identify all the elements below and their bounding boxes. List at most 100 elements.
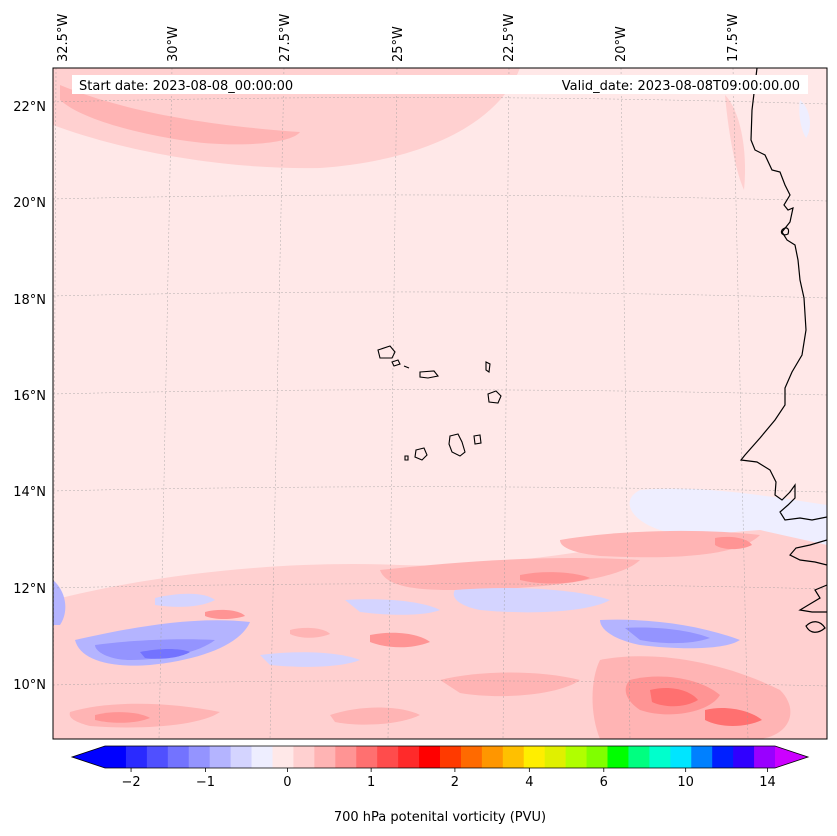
pv-neg-min-west: [140, 649, 190, 659]
island-brava: [404, 455, 409, 461]
colorbar-cell: [691, 746, 713, 768]
colorbar-cell: [440, 746, 462, 768]
colorbar-cell: [105, 746, 127, 768]
lat-label-16n: 16°N: [13, 389, 46, 404]
colorbar-cell: [251, 746, 273, 768]
colorbar-cell: [230, 746, 253, 768]
colorbar-cell: [607, 746, 629, 768]
colorbar-over-arrow: [775, 746, 808, 768]
colorbar-cell: [481, 746, 504, 768]
coastline-guinea-bissau: [798, 584, 827, 613]
coastline-west-africa: [739, 68, 827, 521]
latitude-labels: 22°N 20°N 18°N 16°N 14°N 12°N 10°N: [13, 100, 46, 693]
pv-pos-core-1: [205, 609, 245, 619]
colorbar-tick-label: 1: [367, 775, 375, 790]
header-box: [72, 75, 808, 94]
colorbar-outline: [70, 745, 810, 769]
pv-max-east: [715, 536, 752, 550]
colorbar-cell: [460, 746, 483, 768]
colorbar-cell: [356, 746, 378, 768]
colorbar-cell: [628, 746, 650, 768]
colorbar-cell: [377, 746, 399, 768]
pv-pos-core-5: [440, 672, 580, 697]
map-panel: Start date: 2023-08-08_00:00:00 Valid_da…: [53, 68, 827, 739]
colorbar-cell: [125, 746, 148, 768]
colorbar-cell: [209, 746, 232, 768]
pv-neg-lobe-east-inner: [625, 627, 710, 644]
colorbar-tick-label: 14: [759, 775, 776, 790]
colorbar-cell: [188, 746, 211, 768]
colorbar-tick-label: −1: [196, 775, 215, 790]
start-date-label: Start date: 2023-08-08_00:00:00: [79, 79, 293, 94]
colorbar-cell: [167, 746, 190, 768]
colorbar-cell: [733, 746, 755, 768]
colorbar-cell: [712, 746, 734, 768]
pv-coastal-negative: [799, 100, 810, 138]
pv-pos-core-s: [330, 707, 420, 725]
colorbar-cells: [105, 746, 776, 768]
colorbar-tick-label: 0: [283, 775, 291, 790]
pv-neg-small-2: [345, 599, 440, 615]
island-santo-antao: [377, 345, 396, 359]
island-boa-vista: [487, 390, 502, 404]
lat-label-22n: 22°N: [13, 100, 46, 115]
colorbar-cell: [523, 746, 546, 768]
colorbar-cell: [754, 746, 776, 768]
island-sao-vicente: [391, 359, 401, 367]
island-santa-luzia: [403, 365, 410, 369]
colorbar-ticks: −2 −1 0 1 2 4 6 10 14: [121, 768, 776, 790]
pv-pos-core-4: [520, 572, 590, 584]
lat-label-20n: 20°N: [13, 196, 46, 211]
pv-pos-max-se: [650, 688, 698, 707]
coastline-gambia: [789, 539, 827, 566]
pv-max-north: [60, 85, 300, 145]
coastline-islet: [780, 227, 790, 236]
lat-label-10n: 10°N: [13, 678, 46, 693]
colorbar-cell: [419, 746, 441, 768]
colorbar-cell: [398, 746, 420, 768]
lon-label-25w: 25°W: [391, 26, 406, 62]
coastline: [739, 68, 827, 633]
coastline-bijagos: [805, 621, 826, 633]
colorbar-cell: [335, 746, 357, 768]
colorbar: −2 −1 0 1 2 4 6 10 14 700 hPa potenital vorticit…: [70, 745, 810, 825]
colorbar-cell: [586, 746, 608, 768]
lon-label-27-5w: 27.5°W: [278, 14, 293, 62]
pv-neg-lobe-central: [453, 588, 610, 613]
colorbar-tick-label: 10: [677, 775, 694, 790]
pv-coastal-patch: [725, 95, 746, 190]
pv-neg-lobe-west-inner: [95, 639, 215, 660]
lon-label-30w: 30°W: [166, 26, 181, 62]
island-maio: [473, 434, 482, 445]
island-sao-nicolau: [419, 370, 439, 379]
island-santiago: [448, 433, 466, 457]
colorbar-tick-label: 4: [525, 775, 533, 790]
pv-neg-small-3: [260, 652, 360, 667]
colorbar-cell: [565, 746, 588, 768]
colorbar-tick-label: 6: [600, 775, 608, 790]
pv-pos-core-3: [290, 627, 330, 638]
colorbar-cell: [670, 746, 692, 768]
lon-label-17-5w: 17.5°W: [726, 14, 741, 62]
lon-label-20w: 20°W: [614, 26, 629, 62]
colorbar-cell: [314, 746, 336, 768]
lon-label-22-5w: 22.5°W: [502, 14, 517, 62]
valid-date-label: Valid_date: 2023-08-08T09:00:00.00: [562, 79, 800, 94]
lat-label-18n: 18°N: [13, 293, 46, 308]
pv-pos-max-sw: [95, 712, 150, 723]
colorbar-cell: [544, 746, 567, 768]
pv-band-south-inner: [380, 558, 640, 590]
pv-neg-small-1: [155, 593, 215, 607]
colorbar-cell: [272, 746, 294, 768]
pv-neg-west-edge: [53, 580, 66, 625]
colorbar-tick-label: 2: [451, 775, 459, 790]
pv-pos-core-2: [370, 632, 430, 648]
colorbar-cell: [649, 746, 671, 768]
lat-label-14n: 14°N: [13, 485, 46, 500]
colorbar-cell: [146, 746, 169, 768]
lon-label-32-5w: 32.5°W: [56, 14, 71, 62]
colorbar-label: 700 hPa potenital vorticity (PVU): [334, 810, 546, 825]
colorbar-under-arrow: [72, 746, 105, 768]
colorbar-tick-label: −2: [121, 775, 140, 790]
